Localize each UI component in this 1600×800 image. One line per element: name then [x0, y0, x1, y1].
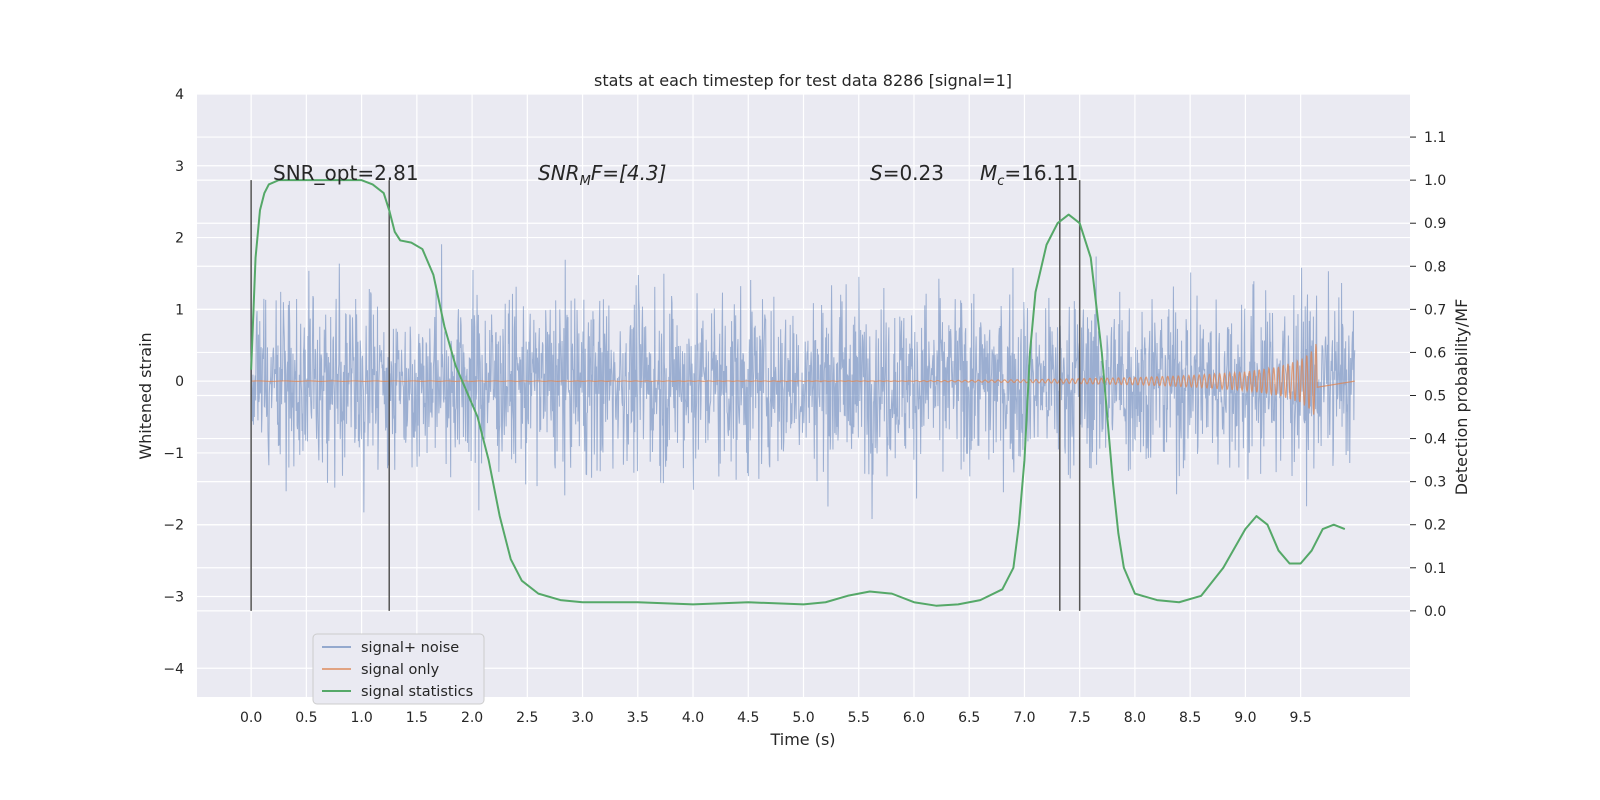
- x-tick-label: 0.5: [295, 710, 317, 726]
- y-right-tick-label: 0.4: [1424, 432, 1446, 448]
- signal-trace: [251, 344, 1355, 415]
- x-tick-label: 4.0: [682, 710, 704, 726]
- vertical-markers: [250, 180, 1081, 611]
- y-right-tick-label: 0.3: [1424, 475, 1446, 491]
- annotation-s: S=0.23: [870, 161, 944, 185]
- y-tick-label: 4: [175, 87, 184, 103]
- y-right-tick-label: 0.0: [1424, 604, 1446, 620]
- annotation-snr-mf-value: F=[4.3]: [591, 161, 667, 185]
- annotation-mc-sub: c: [997, 174, 1004, 189]
- annotation-snr-mf-var: SNR: [538, 161, 580, 185]
- y-tick-label: 2: [175, 231, 184, 247]
- y-right-tick-label: 0.1: [1424, 561, 1446, 577]
- y-right-tick-label: 0.9: [1424, 216, 1446, 232]
- annotation-s-value: =0.23: [883, 161, 944, 185]
- x-tick-label: 5.0: [792, 710, 814, 726]
- y-tick-label: 1: [175, 302, 184, 318]
- annotation-mc-value: =16.11: [1004, 161, 1078, 185]
- y-right-tick-label: 0.2: [1424, 518, 1446, 534]
- y-tick-labels: 4 3 2 1 0 −1 −2 −3 −4: [163, 87, 184, 677]
- x-tick-labels: 0.0 0.5 1.0 1.5 2.0 2.5 3.0 3.5 4.0 4.5 5.0 5.5 6.0 6…: [240, 710, 1312, 726]
- x-tick-label: 7.0: [1013, 710, 1035, 726]
- x-tick-label: 0.0: [240, 710, 262, 726]
- chart-title: stats at each timestep for test data 828…: [594, 71, 1012, 90]
- y-right-tick-label: 0.6: [1424, 345, 1446, 361]
- y-right-tick-label: 0.8: [1424, 259, 1446, 275]
- x-tick-label: 3.0: [571, 710, 593, 726]
- legend: signal+ noise signal only signal statist…: [312, 633, 485, 705]
- x-tick-label: 8.0: [1124, 710, 1146, 726]
- legend-label-signal-statistics: signal statistics: [361, 684, 473, 700]
- series-signal-only: [251, 344, 1355, 415]
- annotations: SNR_opt=2.81 SNRMF=[4.3] S=0.23 Mc=16.11: [273, 161, 1078, 189]
- x-tick-label: 9.5: [1289, 710, 1311, 726]
- annotation-mc: Mc=16.11: [980, 161, 1078, 189]
- x-tick-label: 5.5: [848, 710, 870, 726]
- annotation-snr-mf: SNRMF=[4.3]: [538, 161, 666, 189]
- x-tick-label: 6.5: [958, 710, 980, 726]
- y-tick-label: 0: [175, 374, 184, 390]
- y-tick-label: −4: [163, 661, 184, 677]
- y-right-tick-label: 0.7: [1424, 302, 1446, 318]
- y-tick-label: −3: [163, 590, 184, 606]
- y-tick-label: −2: [163, 518, 184, 534]
- y-tick-label: −1: [163, 446, 184, 462]
- legend-label-signal-plus-noise: signal+ noise: [361, 640, 459, 656]
- y-axis-label: Whitened strain: [136, 332, 155, 459]
- y-tick-label: 3: [175, 159, 184, 175]
- statistics-trace: [250, 179, 1346, 607]
- y-right-tick-label: 1.1: [1424, 130, 1446, 146]
- y-right-tick-label: 0.5: [1424, 389, 1446, 405]
- x-tick-label: 3.5: [627, 710, 649, 726]
- x-tick-label: 1.5: [406, 710, 428, 726]
- y-right-axis-label: Detection probability/MF: [1452, 299, 1471, 496]
- y-right-tick-label: 1.0: [1424, 173, 1446, 189]
- x-tick-label: 1.0: [350, 710, 372, 726]
- x-tick-label: 7.5: [1069, 710, 1091, 726]
- annotation-s-var: S: [870, 161, 883, 185]
- x-tick-label: 8.5: [1179, 710, 1201, 726]
- series-signal-plus-noise: [250, 244, 1356, 520]
- legend-label-signal-only: signal only: [361, 662, 440, 678]
- annotation-snr-opt: SNR_opt=2.81: [273, 161, 419, 185]
- legend-box: [312, 633, 485, 705]
- x-tick-label: 6.0: [903, 710, 925, 726]
- y-right-tick-labels: 1.1 1.0 0.9 0.8 0.7 0.6 0.5 0.4 0.3 0.2 0.1 0.0: [1410, 130, 1446, 620]
- x-tick-label: 4.5: [737, 710, 759, 726]
- annotation-snr-mf-sub: M: [580, 174, 591, 189]
- x-axis-label: Time (s): [769, 730, 835, 749]
- x-tick-label: 2.0: [461, 710, 483, 726]
- x-tick-label: 9.0: [1234, 710, 1256, 726]
- x-tick-label: 2.5: [516, 710, 538, 726]
- series-signal-statistics: [250, 179, 1346, 607]
- annotation-mc-var: M: [980, 161, 997, 185]
- noise-trace: [250, 244, 1356, 520]
